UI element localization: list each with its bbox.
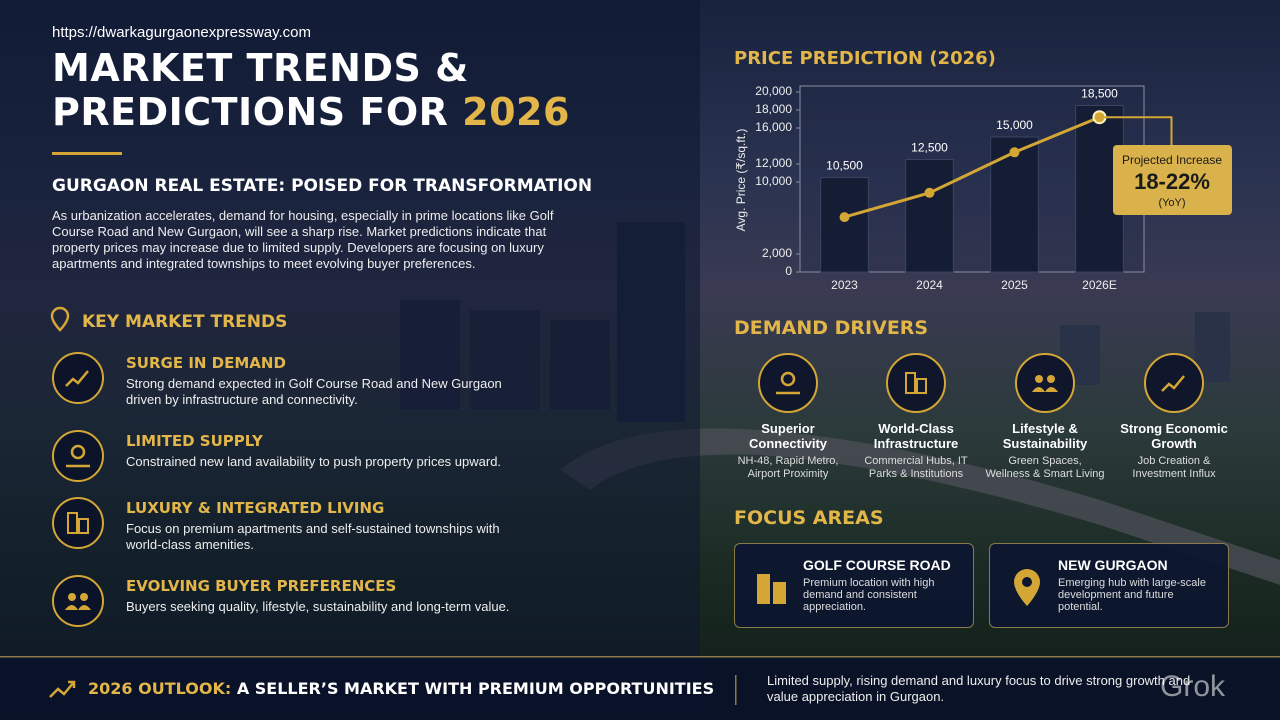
driver: Strong Economic Growth Job Creation & Inv… — [1114, 421, 1234, 481]
focus-title: NEW GURGAON — [1058, 557, 1168, 573]
icon-glyph — [67, 512, 89, 534]
y-tick-label: 20,000 — [755, 84, 792, 98]
trend-line — [844, 115, 1101, 219]
annotation-note: (YoY) — [1158, 197, 1185, 209]
driver-text: Job Creation & Investment Influx — [1132, 455, 1216, 480]
driver-title: Superior Connectivity — [748, 421, 827, 451]
icon-glyph — [66, 444, 90, 468]
icon — [52, 430, 104, 482]
footer-label: 2026 OUTLOOK: — [88, 679, 232, 698]
trend-text: Strong demand expected in Golf Course Ro… — [126, 376, 502, 407]
driver-text: NH-48, Rapid Metro, Airport Proximity — [737, 455, 839, 480]
y-tick-label: 18,000 — [755, 102, 792, 116]
line-point — [1009, 147, 1020, 158]
icon — [1144, 353, 1204, 413]
driver-text: Commercial Hubs, IT Parks & Institutions — [864, 455, 968, 480]
y-tick-label: 12,000 — [755, 156, 792, 170]
value-label: 10,500 — [826, 159, 863, 173]
focus-card: GOLF COURSE ROAD Premium location with hi… — [734, 543, 974, 628]
trend-title: SURGE IN DEMAND — [126, 354, 286, 372]
subtitle: GURGAON REAL ESTATE: POISED FOR TRANSFOR… — [52, 176, 593, 196]
x-tick-label: 2023 — [831, 278, 858, 292]
y-tick-label: 16,000 — [755, 120, 792, 134]
footer-headline: 2026 OUTLOOK: A SELLER’S MARKET WITH PRE… — [88, 679, 714, 698]
driver-title: Strong Economic Growth — [1120, 421, 1228, 451]
focus-text: Premium location with high demand and co… — [803, 577, 935, 613]
title-line: PREDICTIONS FOR 2026 — [52, 88, 570, 136]
driver-title: Lifestyle & Sustainability — [1002, 421, 1088, 451]
y-tick-label: 2,000 — [762, 246, 792, 260]
focus-icon — [1014, 569, 1040, 606]
value-label: 12,500 — [911, 141, 948, 155]
x-tick-label: 2024 — [916, 278, 943, 292]
line-point — [924, 187, 935, 198]
title-year: 2026 — [462, 90, 570, 134]
bar — [905, 159, 954, 273]
url: https://dwarkagurgaonexpressway.com — [52, 24, 312, 41]
trend-text: Focus on premium apartments and self-sus… — [126, 521, 500, 552]
line-point — [839, 212, 850, 223]
title-text: PREDICTIONS FOR — [52, 90, 449, 134]
y-tick-label: 10,000 — [755, 174, 792, 188]
icon-glyph — [65, 370, 89, 387]
title-line: MARKET TRENDS & — [52, 46, 469, 90]
icon-glyph — [1032, 375, 1058, 392]
focus-card: NEW GURGAON Emerging hub with large-scale… — [989, 543, 1229, 628]
footer-text: Limited supply, rising demand and luxury… — [767, 673, 1191, 704]
annotation-box — [1113, 145, 1232, 215]
annotation-title: Projected Increase — [1122, 153, 1222, 167]
value-label: 15,000 — [996, 118, 1033, 132]
focus-title: GOLF COURSE ROAD — [803, 557, 951, 573]
annotation-value: 18-22% — [1134, 169, 1210, 194]
icon-glyph — [65, 593, 91, 610]
icon — [886, 353, 946, 413]
section-heading: FOCUS AREAS — [734, 507, 884, 529]
driver-title: World-Class Infrastructure — [873, 421, 959, 451]
icon-glyph — [776, 371, 800, 395]
watermark: Grok — [1160, 670, 1226, 703]
section-heading: KEY MARKET TRENDS — [82, 312, 288, 332]
driver: World-Class Infrastructure Commercial Hub… — [856, 421, 976, 481]
trend-text: Constrained new land availability to pus… — [126, 454, 502, 469]
trend-title: LIMITED SUPPLY — [126, 432, 263, 450]
price-chart: PRICE PREDICTION (2026) Avg. Price (₹/sq… — [734, 48, 1232, 292]
trend-title: LUXURY & INTEGRATED LIVING — [126, 499, 385, 517]
connector — [1099, 116, 1173, 145]
driver: Lifestyle & Sustainability Green Spaces, … — [985, 421, 1105, 481]
x-tick-label: 2025 — [1001, 278, 1028, 292]
icon — [52, 352, 104, 404]
driver-text: Green Spaces, Wellness & Smart Living — [985, 455, 1105, 480]
icon — [758, 353, 818, 413]
bar — [820, 177, 869, 273]
section-heading: DEMAND DRIVERS — [734, 317, 929, 339]
focus-icon — [757, 574, 786, 604]
y-tick-label: 0 — [785, 264, 792, 278]
icon — [1015, 353, 1075, 413]
chart-title: PRICE PREDICTION (2026) — [734, 48, 996, 69]
trend-text: Buyers seeking quality, lifestyle, susta… — [126, 599, 510, 614]
value-label: 18,500 — [1081, 87, 1118, 101]
y-axis-label: Avg. Price (₹/sq.ft.) — [734, 129, 748, 232]
trend-title: EVOLVING BUYER PREFERENCES — [126, 577, 397, 595]
footer-title: A SELLER’S MARKET WITH PREMIUM OPPORTUNI… — [236, 679, 715, 698]
icon-glyph — [1161, 375, 1185, 392]
intro: As urbanization accelerates, demand for … — [52, 208, 554, 271]
icon — [52, 497, 104, 549]
x-tick-label: 2026E — [1082, 278, 1117, 292]
focus-text: Emerging hub with large-scale developmen… — [1058, 577, 1206, 613]
icon-glyph — [905, 372, 927, 394]
driver: Superior Connectivity NH-48, Rapid Metro,… — [728, 421, 848, 481]
icon — [52, 575, 104, 627]
